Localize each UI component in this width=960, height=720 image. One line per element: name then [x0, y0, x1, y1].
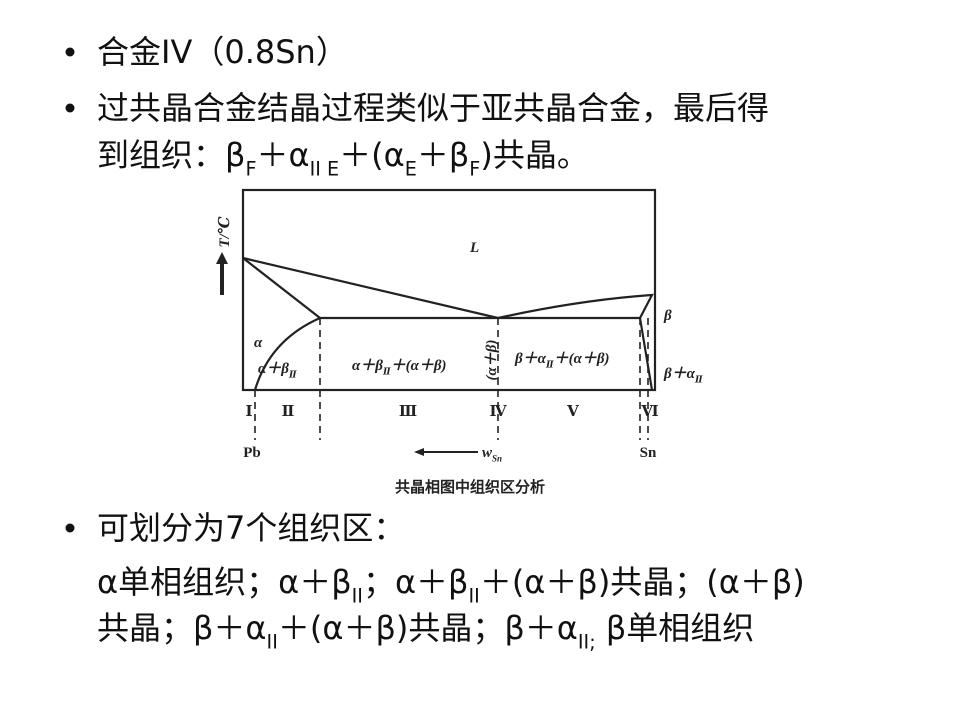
bullet-dot [65, 523, 75, 533]
end-label: Pb [243, 445, 261, 461]
bullet-dot [65, 103, 75, 113]
text-run: ＋(α＋β)共晶；β＋α [278, 609, 578, 647]
text-run: 合金IV（0.8Sn） [97, 33, 348, 71]
subscript: F [245, 158, 256, 181]
text-run: ＋β [417, 136, 469, 174]
subscript: Sn [492, 454, 502, 464]
text-run: )共晶。 [480, 136, 589, 174]
subscript: Ⅱ [382, 367, 391, 377]
solvus [253, 316, 321, 391]
region-label: α＋βⅡ＋(α＋β) [352, 358, 447, 377]
subscript: II [267, 631, 278, 654]
liquidus [497, 293, 654, 320]
bullets [65, 47, 75, 533]
subscript: II [352, 585, 363, 608]
zone-label: Ⅵ [640, 404, 658, 420]
y-axis-label: T/℃ [217, 216, 233, 247]
text-run: w [482, 445, 493, 461]
text-run: 共晶；β＋α [97, 609, 267, 647]
axis-arrow [216, 252, 228, 264]
zone-divider [254, 318, 649, 440]
text-run: β＋α [514, 351, 547, 367]
region-label: β [663, 308, 672, 324]
text-run: β单相组织 [596, 609, 755, 647]
solvus [638, 317, 654, 391]
region-label: α＋βⅡ [258, 361, 297, 380]
region-label: β＋αⅡ＋(α＋β) [514, 351, 610, 370]
text-run: α＋β [352, 358, 383, 374]
text-run: ＋(α [339, 136, 405, 174]
axis-arrow [414, 448, 424, 456]
text-run: 过共晶合金结晶过程类似于亚共晶合金，最后得 [97, 89, 769, 127]
end-label: Sn [640, 445, 657, 461]
zone-label: Ⅱ [282, 404, 295, 420]
text-run: ；α＋β [363, 563, 469, 601]
subscript: E [405, 158, 417, 181]
zone-label: Ⅴ [566, 404, 579, 420]
x-axis-label: wSn [482, 445, 502, 464]
subscript: Ⅱ [545, 360, 554, 370]
subscript: Ⅱ [694, 375, 703, 385]
region-label: (α＋β) [484, 340, 500, 381]
frame [241, 188, 657, 392]
text-run: β [663, 308, 672, 324]
text-run: ＋(α＋β) [554, 351, 610, 367]
text-run: α [254, 335, 263, 351]
text-run: ＋(α＋β)共晶；(α＋β) [480, 563, 805, 601]
bullet-text: 到组织：βF＋αII E＋(αE＋βF)共晶。 [97, 136, 589, 181]
text-run: ＋α [256, 136, 309, 174]
zone-label: Ⅲ [399, 404, 417, 420]
subscript: II [468, 585, 479, 608]
text-run: ＋(α＋β) [391, 358, 447, 374]
text-run: α单相组织；α＋β [97, 563, 352, 601]
figure-caption: 共晶相图中组织区分析 [395, 478, 545, 496]
bullet-text: 合金IV（0.8Sn） [97, 33, 348, 71]
bullet-text: 过共晶合金结晶过程类似于亚共晶合金，最后得 [97, 89, 769, 127]
bullet-dot [65, 47, 75, 57]
region-label: L [469, 240, 479, 256]
text-run: L [469, 240, 479, 256]
zone-label: Ⅰ [245, 404, 252, 420]
subscript: Ⅱ [288, 370, 297, 380]
region-label: α [254, 335, 263, 351]
text-run: β＋α [663, 366, 696, 382]
liquidus [242, 256, 499, 320]
bullet-text: 可划分为7个组织区： [97, 509, 405, 547]
text-run: α＋β [258, 361, 289, 377]
subscript: II; [578, 631, 596, 654]
text-run: 到组织：β [97, 136, 245, 174]
solidus [242, 257, 321, 319]
subscript: F [469, 158, 480, 181]
text-run: (α＋β) [484, 340, 500, 381]
zone-label: Ⅳ [489, 404, 507, 420]
region-label: β＋αⅡ [663, 366, 703, 385]
text-run: 可划分为7个组织区： [97, 509, 405, 547]
paragraph-line: α单相组织；α＋βII；α＋βII＋(α＋β)共晶；(α＋β) [97, 563, 805, 608]
subscript: II E [310, 158, 340, 181]
paragraph-line: 共晶；β＋αII＋(α＋β)共晶；β＋αII; β单相组织 [97, 609, 754, 654]
phase-diagram [216, 188, 657, 456]
